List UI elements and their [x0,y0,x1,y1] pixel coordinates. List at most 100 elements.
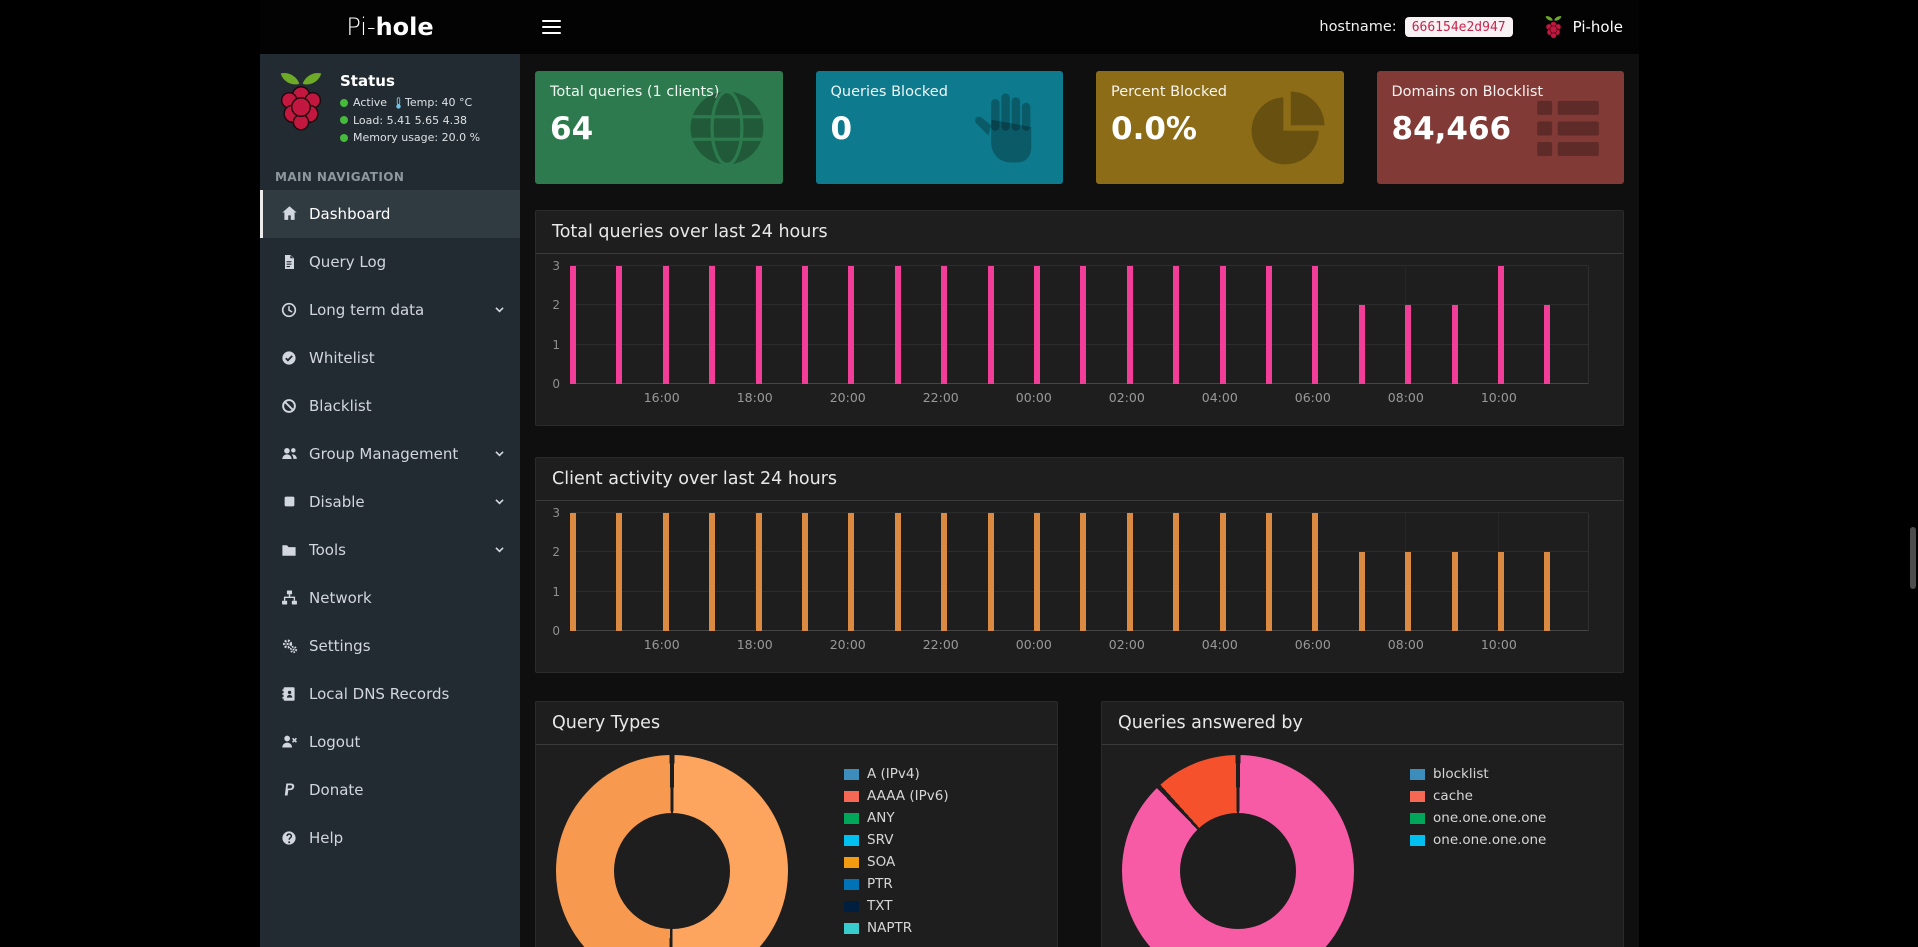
bar [1173,266,1180,384]
x-axis-label: 08:00 [1387,637,1424,652]
donut-hole [614,813,730,929]
bar [802,513,808,631]
legend-item[interactable]: A (IPv4) [844,763,949,785]
x-axis-label: 08:00 [1387,390,1424,405]
sidebar-item-logout[interactable]: Logout [260,718,520,766]
card-title: Queries Blocked [830,84,948,100]
app-logo[interactable]: Pi-hole [260,13,520,41]
sidebar-item-disable[interactable]: Disable [260,478,520,526]
chevron-down-icon [492,302,507,317]
legend-swatch [844,856,859,868]
bar [1265,266,1272,384]
status-line: Memory usage: 20.0 % [340,131,480,144]
chevron-down-icon [492,542,507,557]
sidebar-item-network[interactable]: Network [260,574,520,622]
bar [662,513,669,631]
x-axis-label: 20:00 [829,390,866,405]
list-icon [1526,86,1610,170]
legend-swatch [844,922,859,934]
x-axis-label: 22:00 [922,637,959,652]
total-queries-panel: Total queries over last 24 hours 0 1 2 3 16… [535,210,1624,426]
y-axis: 0 1 2 3 [540,259,564,391]
bar [1173,513,1180,631]
legend-item[interactable]: NAPTR [844,917,949,939]
legend-label: NAPTR [867,920,913,936]
scrollbar-thumb[interactable] [1910,527,1916,589]
question-icon [278,830,300,846]
legend-swatch [844,790,859,802]
percent-blocked-card: Percent Blocked 0.0% [1096,71,1344,184]
status-title: Status [340,72,395,90]
legend-item[interactable]: blocklist [1410,763,1546,785]
legend-item[interactable]: one.one.one.one [1410,829,1546,851]
query-types-donut [556,755,788,947]
sidebar-item-dashboard[interactable]: Dashboard [260,189,520,238]
sidebar-item-donate[interactable]: Donate [260,766,520,814]
panel-title: Client activity over last 24 hours [552,469,838,489]
legend-item[interactable]: SOA [844,851,949,873]
plot-area [570,265,1589,384]
sidebar-item-label: Query Log [309,252,387,271]
sidebar-item-tools[interactable]: Tools [260,526,520,574]
paypal-icon [278,782,300,797]
donut-hole [1180,813,1296,929]
chevron-down-icon [492,446,507,461]
bar [570,266,577,384]
status-text-value: Load: 5.41 5.65 4.38 [353,113,468,127]
hostname-label: hostname: [1319,19,1397,35]
bar [1312,513,1319,631]
legend-item[interactable]: AAAA (IPv6) [844,785,949,807]
queries-answered-chart: blocklist cache one.one.one.one one.one.one… [1102,745,1623,947]
bar [1219,513,1226,631]
bar [1219,266,1226,384]
card-value: 84,466 [1391,111,1512,147]
card-title: Total queries (1 clients) [550,84,720,100]
legend-item[interactable]: SRV [844,829,949,851]
legend-item[interactable]: PTR [844,873,949,895]
gridline [571,590,1588,592]
panel-title: Total queries over last 24 hours [552,222,828,242]
queries-answered-legend: blocklist cache one.one.one.one one.one.one… [1410,763,1546,947]
sidebar-menu: Dashboard Query Log Long term data Whitelis… [260,189,520,862]
bar [1080,513,1087,631]
bar [1451,552,1458,631]
status-ok-dot [340,133,348,142]
sidebar-item-label: Local DNS Records [309,684,450,703]
y-axis-label: 3 [552,259,560,273]
bar [1033,513,1040,631]
legend-item[interactable]: cache [1410,785,1546,807]
bar [1497,266,1504,384]
ban-icon [278,398,300,414]
sidebar-item-label: Whitelist [309,348,375,367]
main-content: Total queries (1 clients) 64 Queries Blo… [520,54,1639,947]
x-axis-label: 04:00 [1201,637,1238,652]
sidebar-item-long-term-data[interactable]: Long term data [260,286,520,334]
status-line: Active Temp: 40 °C [340,96,480,109]
sidebar-toggle-button[interactable] [522,0,580,54]
query-types-panel: Query Types A (IPv4) AAAA (IPv6) ANY SRV SOA… [535,701,1058,947]
users-icon [278,445,300,462]
sidebar-item-whitelist[interactable]: Whitelist [260,334,520,382]
queries-answered-panel: Queries answered by blocklist cache one.on… [1101,701,1624,947]
legend-swatch [844,878,859,890]
x-axis-label: 18:00 [736,390,773,405]
bar [1312,266,1319,384]
sidebar-item-local-dns-records[interactable]: Local DNS Records [260,670,520,718]
sidebar-item-query-log[interactable]: Query Log [260,238,520,286]
legend-item[interactable]: ANY [844,807,949,829]
sidebar-item-label: Blacklist [309,396,372,415]
legend-item[interactable]: TXT [844,895,949,917]
card-value: 64 [550,111,594,147]
y-axis-label: 3 [552,506,560,520]
bar [1451,305,1458,384]
panel-title: Query Types [552,713,661,733]
sidebar-item-blacklist[interactable]: Blacklist [260,382,520,430]
panel-header: Queries answered by [1102,702,1623,745]
sidebar-item-group-management[interactable]: Group Management [260,430,520,478]
sidebar-item-settings[interactable]: Settings [260,622,520,670]
legend-item[interactable]: one.one.one.one [1410,807,1546,829]
sidebar-item-label: Help [309,828,344,847]
sidebar-item-label: Donate [309,780,364,799]
sidebar-item-help[interactable]: Help [260,814,520,862]
sidebar-item-label: Network [309,588,372,607]
